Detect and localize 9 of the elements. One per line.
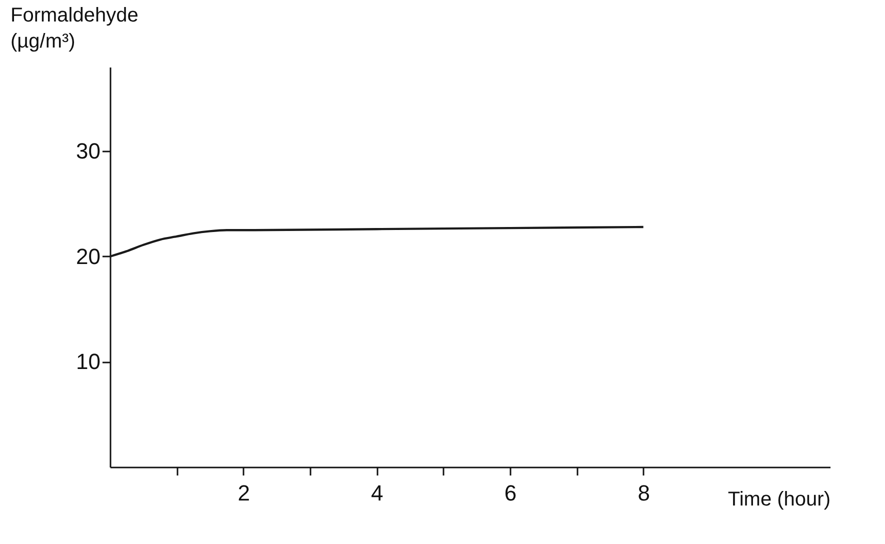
x-tick-label: 4 bbox=[371, 480, 384, 506]
x-tick-label: 2 bbox=[238, 480, 250, 506]
y-tick-label: 30 bbox=[76, 138, 100, 164]
x-tick-label: 8 bbox=[638, 480, 650, 506]
x-axis-title: Time (hour) bbox=[728, 488, 830, 510]
y-tick-label: 10 bbox=[76, 349, 100, 374]
y-axis-title: Formaldehyde (µg/m³) bbox=[10, 4, 138, 52]
y-tick-label: 20 bbox=[76, 244, 100, 269]
x-tick-label: 6 bbox=[504, 480, 517, 506]
